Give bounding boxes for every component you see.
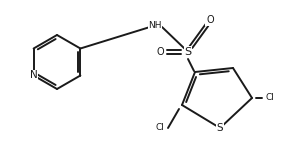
Text: N: N [30, 71, 37, 80]
Text: S: S [217, 123, 223, 133]
Text: Cl: Cl [266, 93, 274, 103]
Text: S: S [184, 47, 192, 57]
Text: O: O [206, 15, 214, 25]
Text: NH: NH [148, 21, 162, 31]
Text: O: O [156, 47, 164, 57]
Text: Cl: Cl [156, 124, 164, 132]
